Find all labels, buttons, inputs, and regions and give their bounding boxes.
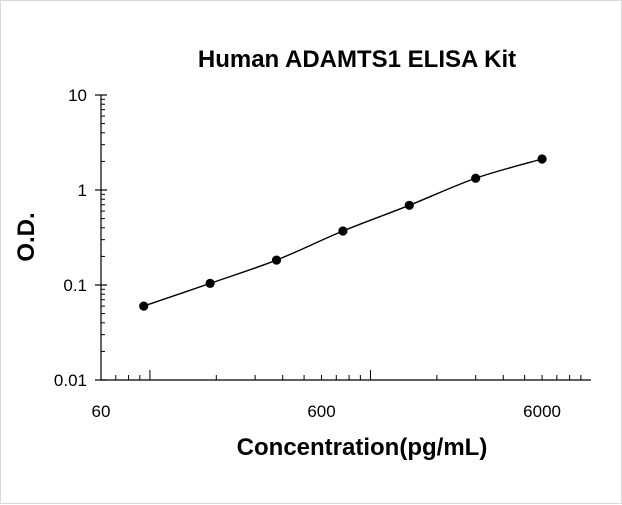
data-point bbox=[404, 200, 414, 210]
x-tick-label: 600 bbox=[307, 402, 335, 421]
y-tick-labels: 10 1 0.1 0.01 bbox=[54, 86, 87, 390]
y-tick-label: 10 bbox=[68, 86, 87, 105]
y-axis-label: O.D. bbox=[13, 212, 40, 261]
x-tick-label: 6000 bbox=[523, 402, 561, 421]
data-point bbox=[338, 226, 348, 236]
data-point bbox=[271, 255, 282, 265]
plot-area bbox=[95, 94, 591, 381]
data-point bbox=[139, 301, 149, 311]
data-points bbox=[139, 154, 547, 311]
y-tick-label: 0.1 bbox=[63, 276, 87, 295]
x-tick-label: 60 bbox=[92, 402, 111, 421]
data-point bbox=[471, 173, 481, 183]
x-tick-labels: 60 600 6000 bbox=[92, 402, 561, 421]
x-axis-ticks bbox=[115, 370, 582, 380]
data-point bbox=[205, 278, 215, 288]
chart-title: Human ADAMTS1 ELISA Kit bbox=[198, 46, 516, 73]
y-tick-label: 1 bbox=[78, 181, 87, 200]
data-point bbox=[537, 154, 547, 164]
y-tick-label: 0.01 bbox=[54, 371, 87, 390]
x-axis-label: Concentration(pg/mL) bbox=[237, 434, 488, 461]
y-axis-ticks bbox=[95, 94, 107, 381]
